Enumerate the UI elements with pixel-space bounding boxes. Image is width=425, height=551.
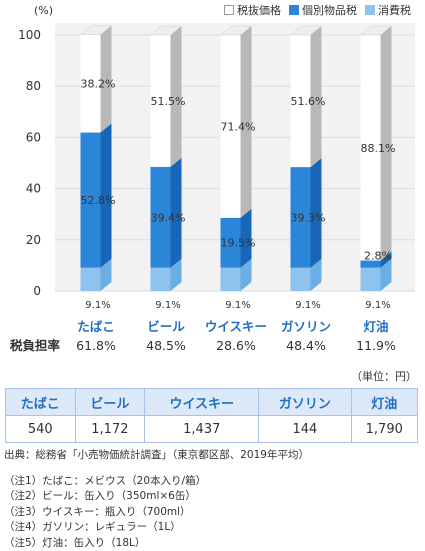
notes-section: 出典：総務省「小売物価統計調査」（東京都区部、2019年平均） （注1）たばこ：… (4, 448, 309, 551)
tax-burden-value: 61.8% (76, 338, 116, 353)
stacked-bar-chart: 0 20 40 60 80 100 (%) 9.1% 52.8% 38.2% たばこ 61.8% 9.1… (0, 0, 425, 360)
y-tick-label: 0 (33, 284, 41, 298)
price-header-cell: 灯油 (351, 389, 417, 416)
data-label-consumption: 9.1% (365, 300, 390, 311)
data-label-consumption: 9.1% (295, 300, 320, 311)
data-label-base: 51.6% (291, 95, 326, 108)
price-value-cell: 144 (259, 416, 351, 443)
source-text: 出典：総務省「小売物価統計調査」（東京都区部、2019年平均） (4, 448, 309, 464)
bar-segment-consumption (151, 268, 171, 291)
data-label-base: 88.1% (361, 142, 396, 155)
data-label-consumption: 9.1% (155, 300, 180, 311)
y-tick-label: 100 (18, 28, 41, 42)
y-tick-label: 80 (26, 79, 41, 93)
data-label-excise: 2.8% (364, 250, 392, 263)
price-header-cell: たばこ (6, 389, 76, 416)
price-header-cell: ビール (75, 389, 145, 416)
data-label-excise: 39.4% (151, 211, 186, 224)
data-label-consumption: 9.1% (85, 300, 110, 311)
price-value-cell: 1,437 (145, 416, 259, 443)
y-axis-label: (%) (34, 4, 53, 17)
note-line: （注5）灯油：缶入り（18L） (4, 536, 309, 551)
price-header-cell: ウイスキー (145, 389, 259, 416)
note-line: （注1）たばこ：メビウス（20本入り/箱） (4, 474, 309, 490)
price-table: たばこ ビール ウイスキー ガソリン 灯油 540 1,172 1,437 14… (5, 388, 418, 443)
tax-burden-value: 48.5% (146, 338, 186, 353)
category-label: たばこ (77, 319, 115, 334)
price-table-value-row: 540 1,172 1,437 144 1,790 (6, 416, 418, 443)
data-label-excise: 39.3% (291, 211, 326, 224)
tax-burden-value: 48.4% (286, 338, 326, 353)
tax-burden-label: 税負担率 (10, 338, 61, 353)
price-table-header-row: たばこ ビール ウイスキー ガソリン 灯油 (6, 389, 418, 416)
tax-burden-value: 11.9% (356, 338, 396, 353)
note-line: （注3）ウイスキー：瓶入り（700ml） (4, 505, 309, 521)
bar-segment-consumption (81, 268, 101, 291)
category-label: ガソリン (281, 319, 331, 334)
data-label-excise: 19.5% (221, 237, 256, 250)
data-label-consumption: 9.1% (225, 300, 250, 311)
price-value-cell: 1,172 (75, 416, 145, 443)
note-line: （注2）ビール：缶入り（350ml×6缶） (4, 489, 309, 505)
data-label-base: 38.2% (81, 78, 116, 91)
price-header-cell: ガソリン (259, 389, 351, 416)
data-label-base: 51.5% (151, 95, 186, 108)
category-label: 灯油 (363, 319, 388, 334)
note-line: （注4）ガソリン：レギュラー（1L） (4, 520, 309, 536)
data-label-excise: 52.8% (81, 194, 116, 207)
unit-label: （単位：円） (351, 368, 417, 384)
data-label-base: 71.4% (221, 120, 256, 133)
tax-burden-value: 28.6% (216, 338, 256, 353)
category-label: ビール (147, 319, 185, 334)
y-tick-label: 40 (26, 182, 41, 196)
price-value-cell: 540 (6, 416, 76, 443)
bar-segment-consumption (291, 268, 311, 291)
bar-segment-consumption (361, 268, 381, 291)
bar-segment-consumption (221, 268, 241, 291)
y-tick-label: 20 (26, 233, 41, 247)
category-label: ウイスキー (205, 319, 267, 334)
y-tick-label: 60 (26, 130, 41, 144)
price-value-cell: 1,790 (351, 416, 417, 443)
